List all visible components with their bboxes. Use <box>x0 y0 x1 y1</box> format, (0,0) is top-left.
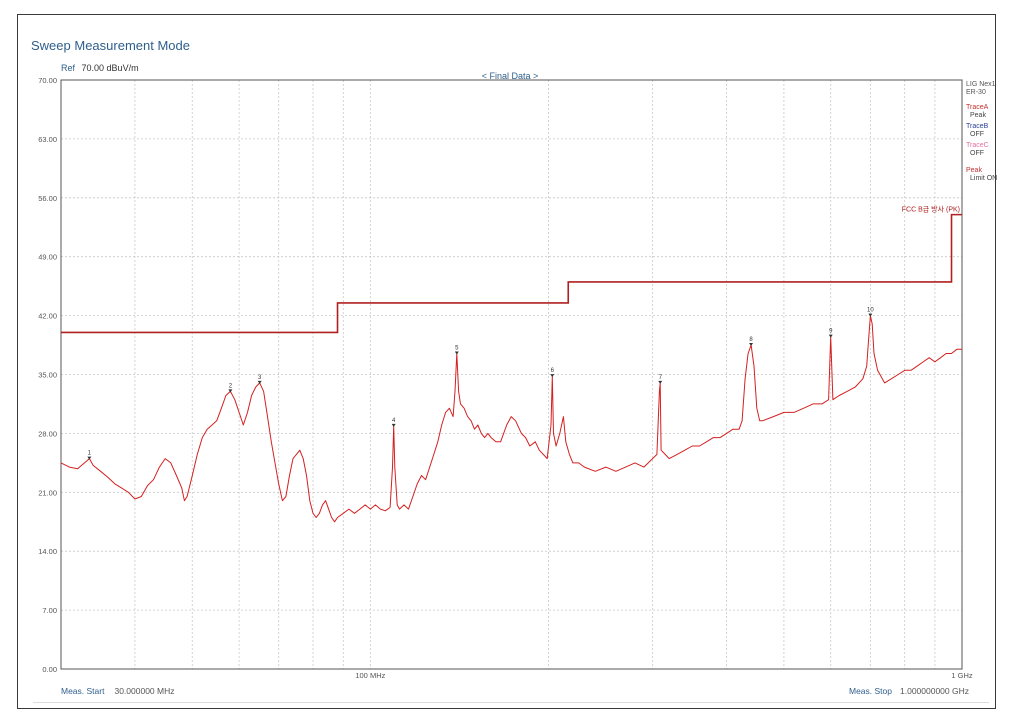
x-tick-label: 1 GHz <box>951 671 973 680</box>
marker-triangle <box>454 351 459 355</box>
peak-label[interactable]: Peak <box>966 167 982 174</box>
marker-label: 4 <box>392 418 396 424</box>
marker-label: 9 <box>829 329 833 335</box>
meas-start-label: Meas. Start <box>61 686 105 696</box>
marker-triangle <box>228 389 233 393</box>
marker-triangle <box>87 456 92 460</box>
device-name: LIG Nex1 <box>966 81 996 88</box>
device-sub: ER-30 <box>966 89 986 96</box>
marker-triangle <box>391 423 396 427</box>
y-tick-label: 14.00 <box>38 547 57 556</box>
y-tick-label: 7.00 <box>42 606 57 615</box>
marker-label: 5 <box>455 345 459 351</box>
limit-line <box>61 213 962 334</box>
marker-label: 1 <box>88 451 92 457</box>
y-tick-label: 63.00 <box>38 135 57 144</box>
trace-a-state: Peak <box>970 112 986 119</box>
y-tick-label: 42.00 <box>38 312 57 321</box>
trace-c-label[interactable]: TraceC <box>966 142 989 149</box>
marker-label: 10 <box>867 308 874 314</box>
footer-divider <box>33 702 989 703</box>
meas-stop: Meas. Stop 1.000000000 GHz <box>849 686 969 696</box>
y-tick-label: 70.00 <box>38 76 57 85</box>
marker-label: 8 <box>749 337 753 343</box>
limit-line-label: FCC B급 방사 (PK) <box>902 205 960 214</box>
marker-triangle <box>257 380 262 384</box>
marker-label: 3 <box>258 375 262 381</box>
marker-label: 6 <box>551 368 555 374</box>
trace-b-label[interactable]: TraceB <box>966 123 989 130</box>
ref-label: Ref <box>61 63 76 73</box>
marker-triangle <box>828 334 833 338</box>
x-axis-ticks: 100 MHz 1 GHz <box>355 671 973 680</box>
trace-a <box>60 315 962 523</box>
x-tick-label: 100 MHz <box>355 671 385 680</box>
ref-level: Ref 70.00 dBuV/m <box>61 63 139 73</box>
meas-start-value: 30.000000 MHz <box>114 686 175 696</box>
peak-markers: 1 2 3 4 5 6 7 8 9 10 <box>87 308 874 460</box>
ref-value: 70.00 dBuV/m <box>81 63 139 73</box>
limit-line-path <box>61 213 962 334</box>
trace-b-state: OFF <box>970 131 984 138</box>
chart-frame <box>17 14 996 709</box>
y-axis-ticks: 0.00 7.00 14.00 21.00 28.00 35.00 42.00 49.00 56… <box>38 76 57 674</box>
marker-triangle <box>749 343 754 347</box>
meas-start: Meas. Start 30.000000 MHz <box>61 686 174 696</box>
y-tick-label: 56.00 <box>38 194 57 203</box>
marker-label: 7 <box>659 375 663 381</box>
chart-grid <box>61 79 962 670</box>
plot-border <box>60 79 963 670</box>
y-tick-label: 21.00 <box>38 488 57 497</box>
final-data-label: < Final Data > <box>481 71 539 81</box>
marker-triangle <box>868 313 873 317</box>
marker-label: 2 <box>229 383 233 389</box>
final-data-title: < Final Data > <box>0 71 1014 81</box>
meas-stop-value: 1.000000000 GHz <box>900 686 969 696</box>
marker-triangle <box>550 374 555 378</box>
trace-a-path <box>60 315 962 523</box>
y-tick-label: 35.00 <box>38 371 57 380</box>
y-tick-label: 28.00 <box>38 429 57 438</box>
trace-c-state: OFF <box>970 150 984 157</box>
trace-a-label[interactable]: TraceA <box>966 104 989 111</box>
meas-stop-label: Meas. Stop <box>849 686 892 696</box>
mode-title: Sweep Measurement Mode <box>31 38 190 53</box>
y-tick-label: 49.00 <box>38 253 57 262</box>
y-tick-label: 0.00 <box>42 665 57 674</box>
marker-triangle <box>658 380 663 384</box>
peak-state: Limit ON <box>970 175 998 182</box>
